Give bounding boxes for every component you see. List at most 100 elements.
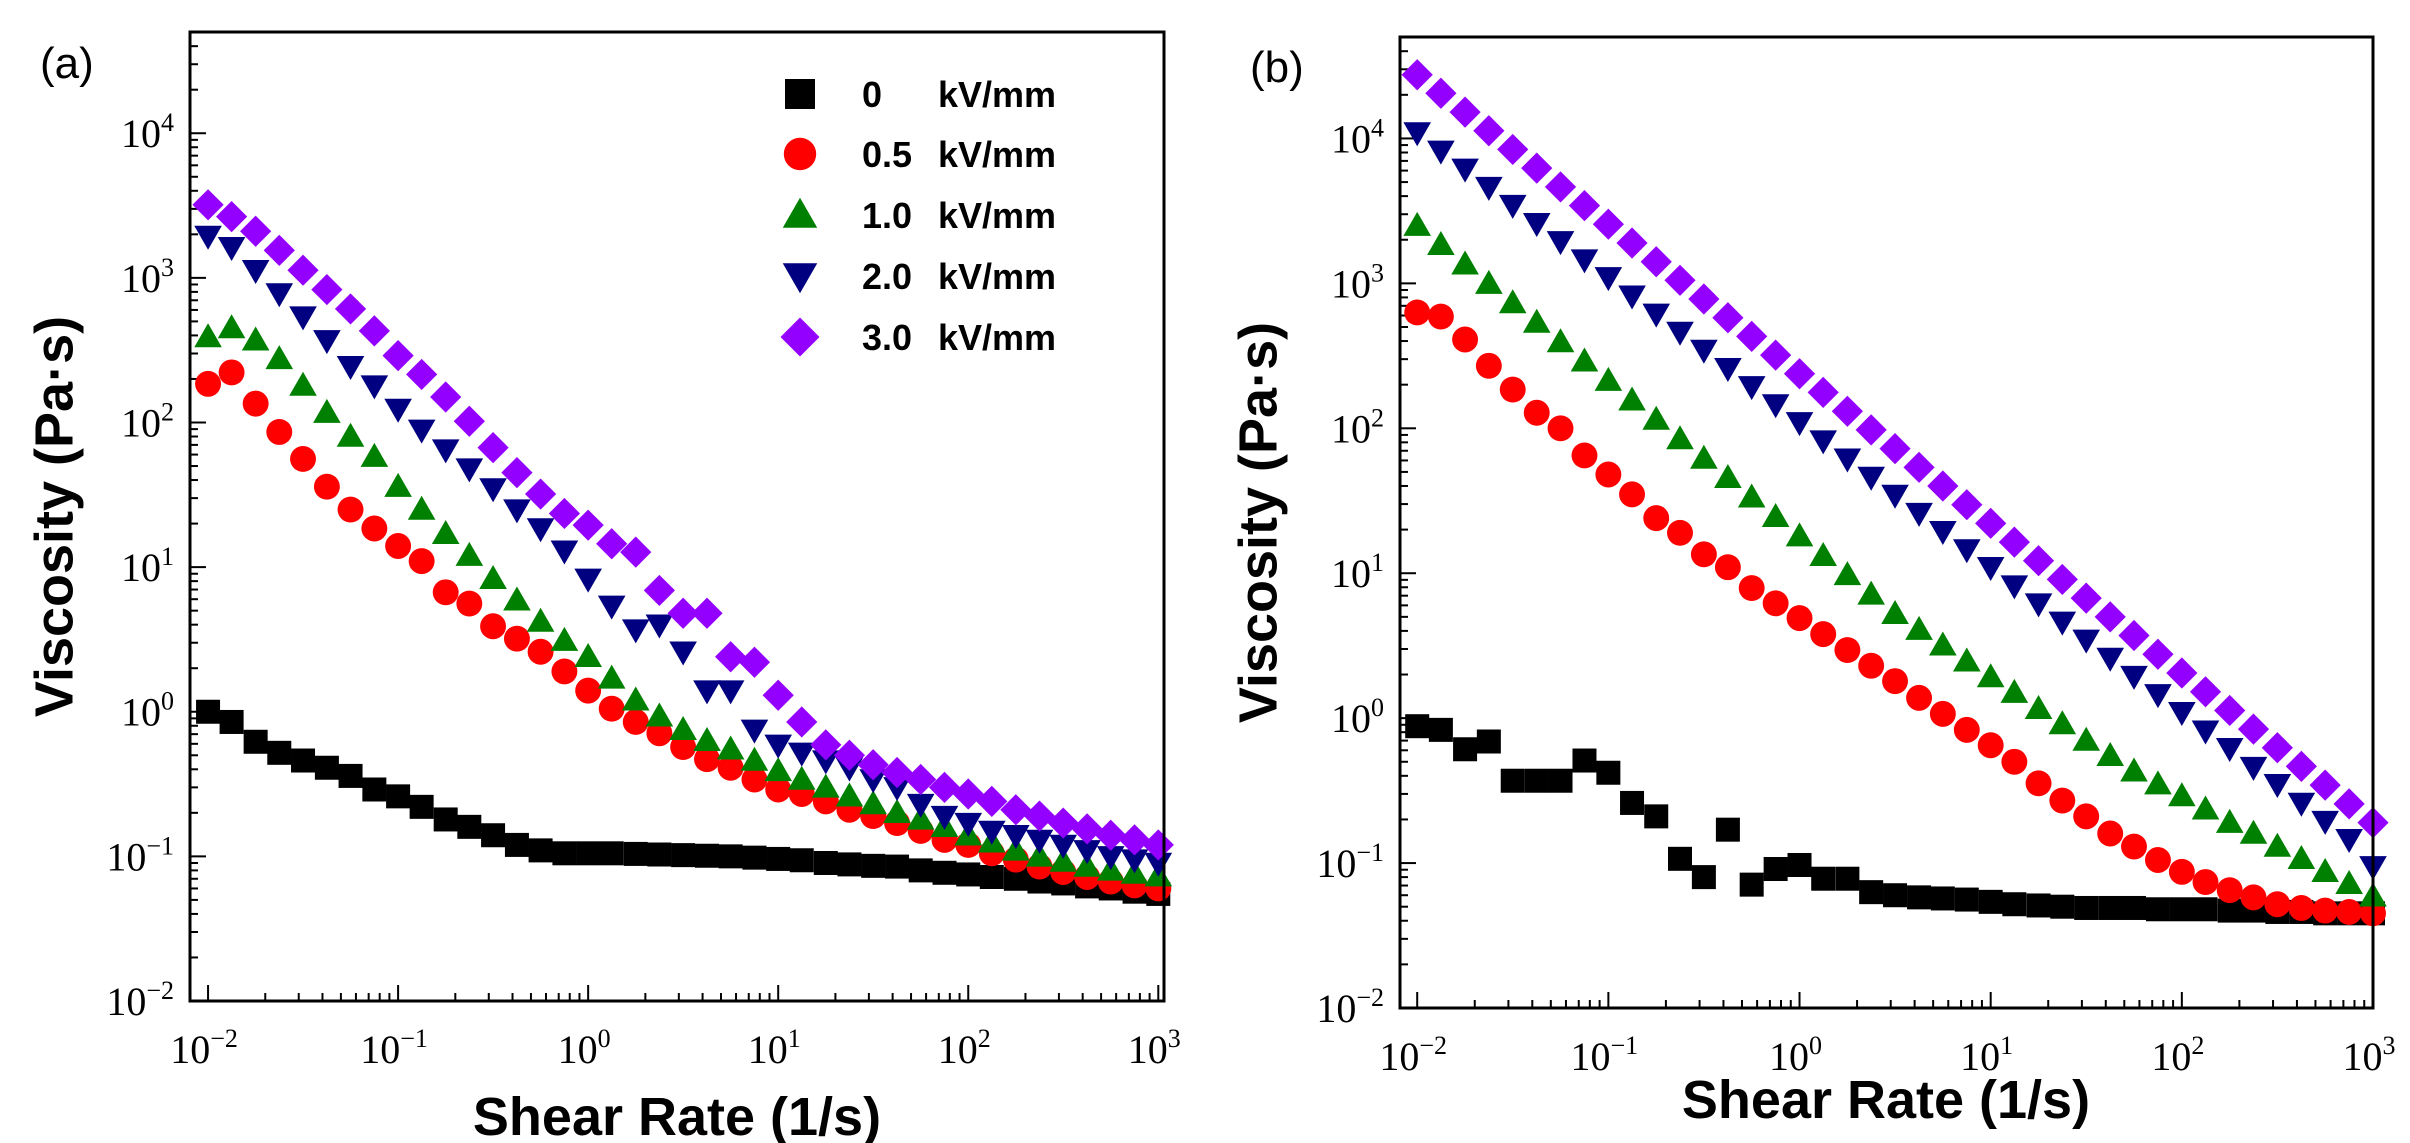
data-point: [1855, 414, 1887, 446]
x-tick-exp: 2: [2191, 1031, 2204, 1060]
data-point: [599, 841, 624, 866]
data-point: [265, 345, 294, 370]
data-point: [2311, 858, 2339, 883]
y-tick-exp: 0: [161, 687, 174, 716]
data-point: [481, 823, 506, 848]
y-tick-exp: −1: [146, 831, 174, 860]
data-point: [1594, 366, 1623, 391]
data-point: [2070, 582, 2102, 614]
data-point: [1879, 433, 1911, 465]
data-point: [2145, 897, 2170, 922]
x-tick-exp: −1: [400, 1024, 428, 1053]
data-point: [1930, 886, 1955, 911]
data-point: [1976, 557, 2005, 582]
data-point: [455, 458, 484, 483]
data-point: [1831, 395, 1863, 427]
x-tick-label: 100: [1769, 1031, 1822, 1079]
x-tick-label: 103: [2343, 1031, 2396, 1079]
y-tick-base: 10: [106, 834, 146, 879]
data-point: [528, 838, 553, 863]
legend-value: 0: [862, 74, 882, 115]
y-tick-label: 10−1: [106, 831, 174, 879]
data-point: [1498, 289, 1527, 314]
data-point: [1025, 842, 1054, 867]
data-point: [693, 726, 721, 751]
data-point: [1737, 376, 1766, 401]
data-point: [1927, 470, 1959, 502]
series-triangle-down-a: [194, 225, 1173, 877]
data-point: [621, 686, 650, 711]
data-point: [1666, 321, 1694, 346]
data-point: [1714, 464, 1742, 489]
data-point: [669, 716, 697, 741]
data-point: [1715, 817, 1740, 842]
data-point: [1594, 267, 1623, 292]
x-tick-exp: 1: [2000, 1031, 2013, 1060]
data-point: [1546, 231, 1575, 256]
data-point: [1521, 152, 1553, 184]
data-point: [715, 641, 747, 673]
data-point: [928, 771, 961, 803]
data-point: [2144, 684, 2172, 709]
data-point: [1835, 866, 1860, 891]
data-point: [1785, 412, 1814, 437]
panel-a: 10−2 10−1 100 101 102 10310−210−1100101102103…: [24, 30, 1181, 1143]
data-point: [2215, 808, 2244, 833]
data-point: [2168, 782, 2196, 807]
data-point: [2192, 869, 2219, 895]
data-point: [2311, 810, 2339, 835]
data-point: [1047, 807, 1079, 839]
data-point: [1929, 520, 1957, 545]
data-point: [1881, 599, 1909, 624]
data-point: [620, 536, 652, 568]
data-point: [2263, 832, 2292, 857]
data-point: [647, 842, 672, 867]
data-point: [1691, 865, 1716, 890]
x-tick-exp: 3: [1168, 1024, 1181, 1053]
y-tick-label: 102: [1331, 403, 1384, 451]
data-point: [622, 708, 649, 735]
data-point: [1763, 857, 1788, 882]
y-tick-base: 10: [1316, 986, 1356, 1031]
data-point: [503, 625, 530, 652]
data-point: [503, 499, 531, 524]
x-tick-label: 103: [1128, 1024, 1181, 1072]
y-tick-exp: 1: [161, 542, 174, 571]
data-point: [552, 841, 577, 866]
data-point: [1427, 231, 1455, 256]
data-point: [2074, 895, 2099, 920]
data-point: [1619, 481, 1645, 508]
data-point: [432, 579, 459, 606]
data-point: [766, 846, 791, 871]
data-point: [551, 658, 578, 685]
data-point: [2263, 774, 2292, 799]
data-point: [289, 306, 317, 331]
data-point: [2189, 676, 2222, 708]
data-point: [456, 590, 483, 617]
data-point: [479, 565, 507, 590]
panel-label: (a): [40, 39, 94, 88]
legend-label: 3.0 kV/mm: [862, 317, 1056, 358]
data-point: [1427, 140, 1455, 165]
y-tick-exp: 4: [1371, 113, 1384, 142]
data-point: [716, 680, 745, 705]
data-point: [1000, 794, 1032, 826]
legend-value: 0.5: [862, 134, 912, 175]
data-point: [408, 548, 435, 575]
series-triangle-down-b: [1403, 122, 2387, 881]
panel-b: 10−2 10−1 100 101 102 10310−210−1100101102103…: [1228, 35, 2396, 1130]
data-point: [1403, 211, 1432, 236]
data-point: [623, 841, 648, 866]
data-point: [2168, 858, 2195, 885]
data-point: [1761, 394, 1790, 419]
data-point: [195, 370, 222, 397]
data-point: [2333, 788, 2365, 820]
x-tick-base: 10: [558, 1027, 598, 1072]
data-point: [1475, 352, 1502, 379]
data-point: [1998, 526, 2030, 558]
y-tick-exp: 2: [1371, 403, 1384, 432]
y-tick-exp: −2: [146, 976, 174, 1005]
data-point: [738, 646, 771, 678]
data-point: [765, 776, 792, 803]
data-point: [1095, 819, 1127, 851]
